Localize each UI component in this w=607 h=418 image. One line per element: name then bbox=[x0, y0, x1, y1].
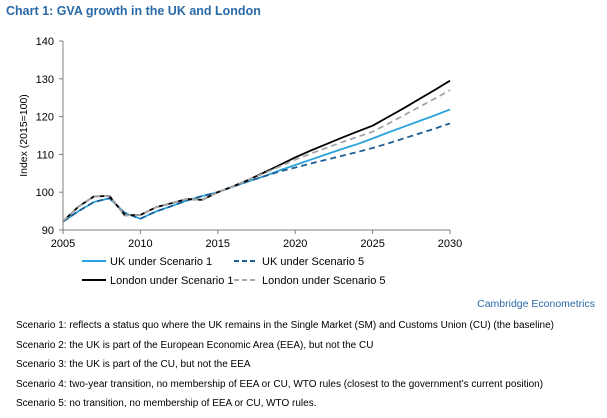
series-line-3 bbox=[62, 79, 451, 222]
legend-label-4: London under Scenario 5 bbox=[262, 275, 386, 287]
y-axis-title: Index (2015=100) bbox=[18, 94, 30, 177]
y-tick-label: 130 bbox=[36, 74, 54, 86]
chart-title: Chart 1: GVA growth in the UK and London bbox=[6, 4, 261, 18]
series-line-2 bbox=[62, 122, 451, 223]
legend-label-3: London under Scenario 1 bbox=[110, 275, 234, 287]
y-tick-label: 110 bbox=[36, 149, 54, 161]
scenario-note: Scenario 3: the UK is part of the CU, bu… bbox=[16, 359, 251, 371]
series-line-1 bbox=[62, 108, 451, 223]
legend-label-1: UK under Scenario 1 bbox=[110, 256, 212, 268]
source-credit: Cambridge Econometrics bbox=[477, 298, 595, 310]
series-layer bbox=[62, 79, 451, 223]
legend-label-2: UK under Scenario 5 bbox=[262, 256, 364, 268]
scenario-note: Scenario 4: two-year transition, no memb… bbox=[16, 378, 544, 390]
legend-layer: UK under Scenario 1 UK under Scenario 5 Lo… bbox=[82, 256, 386, 287]
x-tick-label: 2010 bbox=[128, 238, 152, 250]
y-tick-label: 100 bbox=[36, 187, 54, 199]
scenario-note: Scenario 1: reflects a status quo where … bbox=[16, 320, 555, 331]
x-tick-label: 2020 bbox=[283, 238, 307, 250]
series-line-4 bbox=[62, 89, 451, 222]
x-tick-label: 2005 bbox=[51, 238, 75, 250]
scenario-note: Scenario 5: no transition, no membership… bbox=[16, 398, 317, 410]
scenario-notes: Scenario 1: reflects a status quo where … bbox=[16, 320, 601, 418]
x-tick-label: 2025 bbox=[360, 238, 384, 250]
x-tick-label: 2030 bbox=[438, 238, 462, 250]
x-tick-label: 2015 bbox=[206, 238, 230, 250]
y-tick-label: 90 bbox=[42, 225, 54, 237]
chart-svg: 90 100 110 120 130 140 2005 2010 2015 2020 2025 203… bbox=[18, 36, 462, 287]
y-tick-label: 120 bbox=[36, 112, 54, 124]
axes-layer: 90 100 110 120 130 140 2005 2010 2015 2020 2025 203… bbox=[18, 36, 462, 250]
scenario-note: Scenario 2: the UK is part of the Europe… bbox=[16, 339, 374, 351]
y-tick-label: 140 bbox=[36, 36, 54, 48]
